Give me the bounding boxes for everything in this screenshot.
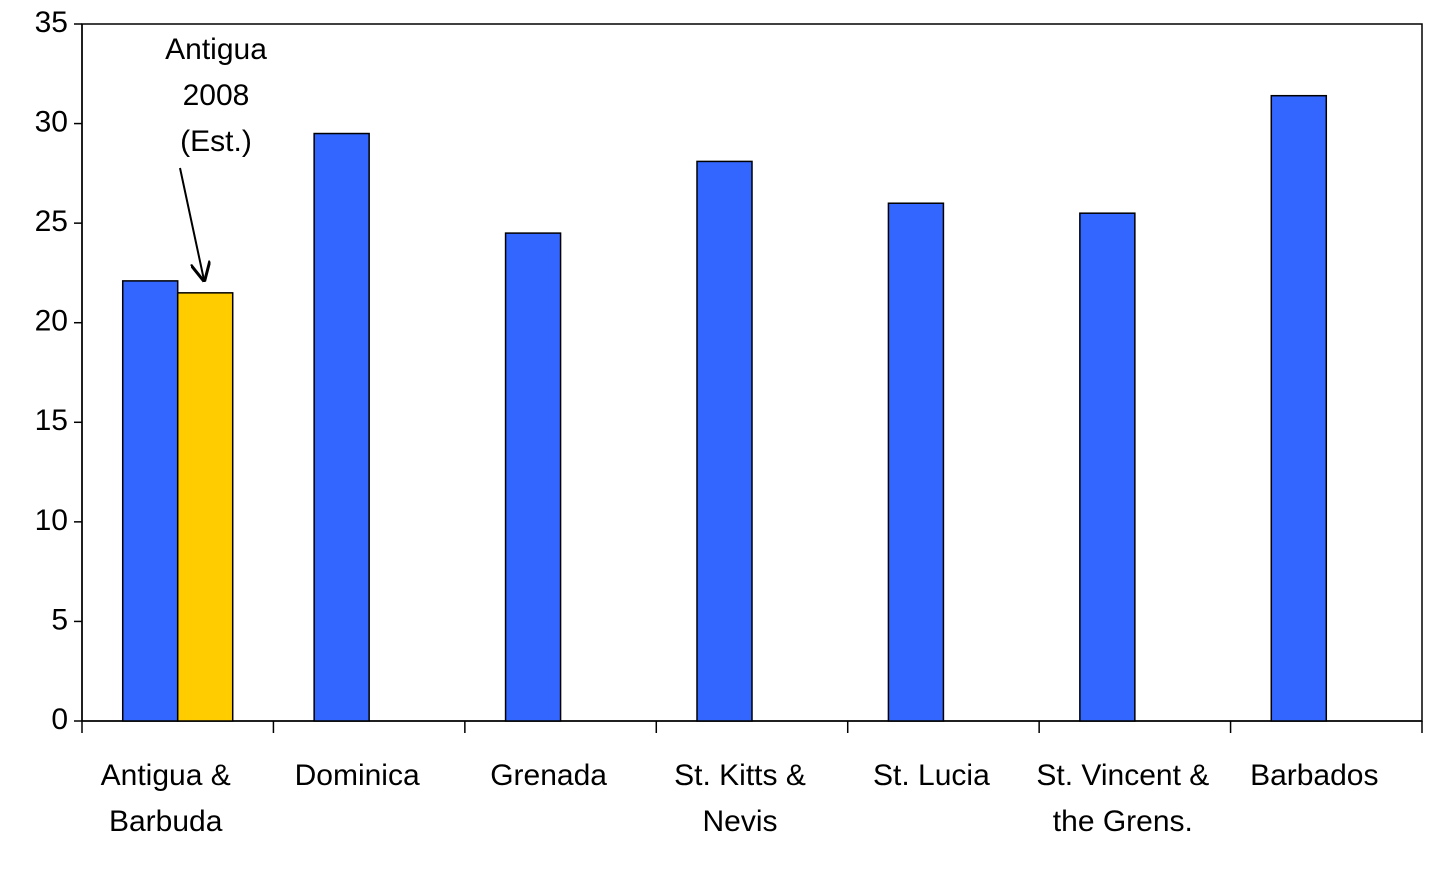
y-tick-label: 35 <box>35 6 68 39</box>
y-tick-label: 20 <box>35 305 68 338</box>
annotation-arrow <box>179 167 204 280</box>
bar <box>176 292 234 722</box>
y-tick-label: 15 <box>35 404 68 437</box>
y-tick-label: 0 <box>51 703 68 736</box>
bar <box>1270 94 1328 722</box>
bar <box>696 160 753 722</box>
bar <box>887 202 945 722</box>
x-tick-label: Barbados <box>1250 759 1379 792</box>
x-tick-label: Antigua & Barbuda <box>100 759 231 838</box>
y-tick-label: 30 <box>35 105 68 138</box>
bar <box>1079 212 1136 722</box>
x-tick-label: Dominica <box>294 759 420 792</box>
x-tick-label: St. Vincent & the Grens. <box>1036 759 1210 838</box>
y-tick-label: 10 <box>35 504 68 537</box>
bar <box>121 280 179 722</box>
x-tick-label: St. Lucia <box>873 759 990 792</box>
annotation: Antigua 2008 (Est.) <box>165 33 267 158</box>
bar <box>504 232 562 722</box>
y-tick-label: 5 <box>51 603 68 636</box>
x-tick-label: St. Kitts & Nevis <box>674 759 806 838</box>
x-tick-label: Grenada <box>490 759 607 792</box>
bar <box>313 132 370 722</box>
y-tick-label: 25 <box>35 205 68 238</box>
